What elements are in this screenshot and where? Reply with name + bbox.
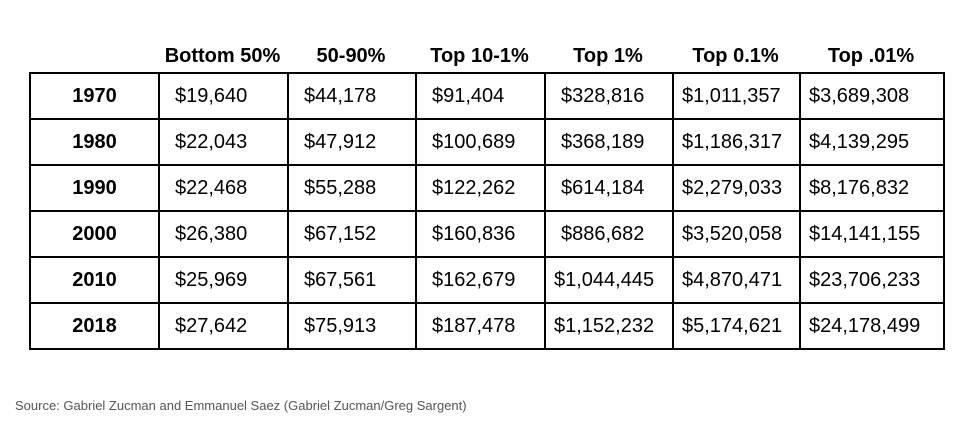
value-cell: $47,912 [287,118,417,166]
value-cell: $160,836 [415,210,546,258]
table-row: 2000 $26,380 $67,152 $160,836 $886,682 $… [29,210,945,258]
value-cell: $3,520,058 [672,210,801,258]
value-cell: $67,561 [287,256,417,304]
value-cell: $55,288 [287,164,417,212]
table-row: 1980 $22,043 $47,912 $100,689 $368,189 $… [29,118,945,166]
value-cell: $22,043 [158,118,289,166]
column-header-50-90: 50-90% [316,45,386,67]
value-cell: $368,189 [544,118,674,166]
value-cell: $27,642 [158,302,289,350]
value-cell: $24,178,499 [799,302,945,350]
value-cell: $19,640 [158,72,289,120]
value-cell: $4,139,295 [799,118,945,166]
value-cell: $2,279,033 [672,164,801,212]
year-cell: 1990 [29,164,160,212]
value-cell: $26,380 [158,210,289,258]
year-cell: 1980 [29,118,160,166]
column-header-top-1: Top 1% [573,45,643,67]
value-cell: $8,176,832 [799,164,945,212]
income-table: 1970 $19,640 $44,178 $91,404 $328,816 $1… [29,72,945,350]
column-header-row: Bottom 50% 50-90% Top 10-1% Top 1% Top 0… [29,40,943,72]
source-caption: Source: Gabriel Zucman and Emmanuel Saez… [15,398,467,413]
value-cell: $25,969 [158,256,289,304]
value-cell: $328,816 [544,72,674,120]
table-row: 1970 $19,640 $44,178 $91,404 $328,816 $1… [29,72,945,120]
value-cell: $187,478 [415,302,546,350]
value-cell: $1,152,232 [544,302,674,350]
value-cell: $1,044,445 [544,256,674,304]
value-cell: $91,404 [415,72,546,120]
value-cell: $3,689,308 [799,72,945,120]
year-cell: 2000 [29,210,160,258]
value-cell: $5,174,621 [672,302,801,350]
value-cell: $44,178 [287,72,417,120]
value-cell: $22,468 [158,164,289,212]
value-cell: $100,689 [415,118,546,166]
column-header-bottom-50: Bottom 50% [164,45,281,67]
year-cell: 2010 [29,256,160,304]
value-cell: $67,152 [287,210,417,258]
table-row: 2010 $25,969 $67,561 $162,679 $1,044,445… [29,256,945,304]
value-cell: $1,011,357 [672,72,801,120]
value-cell: $1,186,317 [672,118,801,166]
year-cell: 1970 [29,72,160,120]
table-row: 1990 $22,468 $55,288 $122,262 $614,184 $… [29,164,945,212]
value-cell: $886,682 [544,210,674,258]
value-cell: $14,141,155 [799,210,945,258]
column-header-top-01: Top .01% [827,45,915,67]
value-cell: $614,184 [544,164,674,212]
value-cell: $4,870,471 [672,256,801,304]
value-cell: $23,706,233 [799,256,945,304]
year-cell: 2018 [29,302,160,350]
table-row: 2018 $27,642 $75,913 $187,478 $1,152,232… [29,302,945,350]
value-cell: $122,262 [415,164,546,212]
value-cell: $162,679 [415,256,546,304]
column-header-top-0-1: Top 0.1% [692,45,779,67]
column-header-top-10-1: Top 10-1% [430,45,529,67]
value-cell: $75,913 [287,302,417,350]
